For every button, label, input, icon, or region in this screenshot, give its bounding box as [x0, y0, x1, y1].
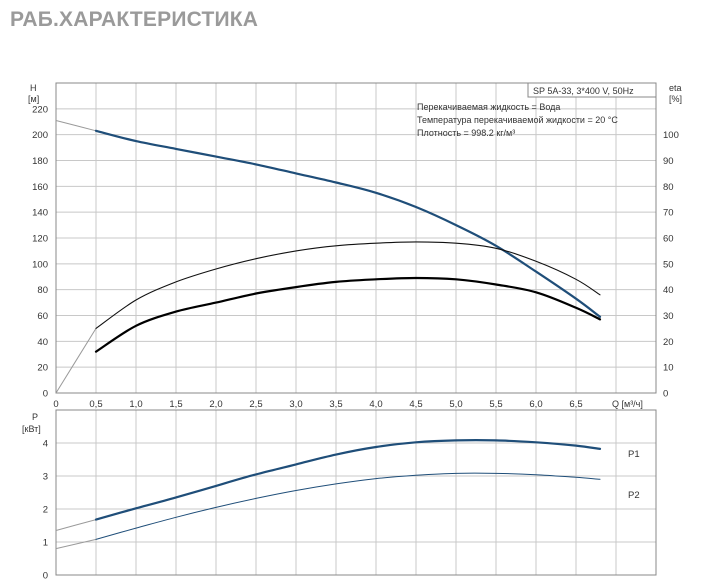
y-tick-label: 120 — [32, 234, 48, 245]
x-tick-label: 6,0 — [529, 399, 542, 410]
eta-curve-thin-line — [95, 241, 601, 329]
top-panel-grid — [56, 82, 656, 393]
page-heading: РАБ.ХАРАКТЕРИСТИКА — [10, 8, 259, 31]
head-curve-extrapolated-line — [55, 120, 97, 132]
eta-tick-label: 60 — [663, 234, 674, 245]
eta-tick-label: 50 — [663, 259, 674, 270]
power-tick-label: 1 — [43, 538, 48, 549]
power-tick-label: 3 — [43, 472, 48, 483]
x-tick-label: 2,0 — [209, 399, 222, 410]
eta-tick-label: 20 — [663, 337, 674, 348]
bottom-panel-frame — [55, 409, 657, 576]
eta-tick-label: 40 — [663, 285, 674, 296]
eta-tick-label: 70 — [663, 208, 674, 219]
legend-label-p1: P1 — [628, 449, 640, 460]
y-tick-label: 140 — [32, 208, 48, 219]
head-axis-label: H — [30, 83, 37, 93]
head-axis-unit: [м] — [28, 94, 39, 104]
power-axis-label: P — [32, 412, 38, 422]
top-panel-series — [55, 120, 602, 394]
y-tick-label: 60 — [37, 311, 48, 322]
bottom-panel-series — [55, 439, 602, 550]
x-tick-label: 1,5 — [169, 399, 182, 410]
eta-axis-label: eta — [669, 83, 682, 93]
y-tick-label: 20 — [37, 363, 48, 374]
y-tick-label: 80 — [37, 285, 48, 296]
eta-tick-label: 90 — [663, 156, 674, 167]
eta-tick-label: 30 — [663, 311, 674, 322]
x-tick-label: 3,0 — [289, 399, 302, 410]
y-tick-label: 100 — [32, 259, 48, 270]
x-tick-label: 5,5 — [489, 399, 502, 410]
info-line-fluid: Перекачиваемая жидкость = Вода — [417, 102, 560, 112]
eta-tick-label: 0 — [663, 389, 668, 400]
p2-curve-line — [95, 472, 601, 540]
y-tick-label: 40 — [37, 337, 48, 348]
eta-tick-label: 10 — [663, 363, 674, 374]
power-tick-label: 0 — [43, 571, 48, 582]
x-tick-label: 4,5 — [409, 399, 422, 410]
info-line-temperature: Температура перекачиваемой жидкости = 20… — [417, 115, 618, 125]
y-tick-label: 160 — [32, 182, 48, 193]
flow-axis-label: Q [м³/ч] — [612, 399, 643, 409]
eta-axis-unit: [%] — [669, 94, 682, 104]
p2-curve-extrapolated-line — [55, 538, 97, 550]
y-tick-label: 200 — [32, 130, 48, 141]
p1-curve-line — [94, 439, 602, 521]
y-tick-label: 220 — [32, 104, 48, 115]
legend-label-p2: P2 — [628, 490, 640, 501]
x-tick-label: 5,0 — [449, 399, 462, 410]
p1-curve-extrapolated-line — [55, 519, 97, 531]
power-tick-label: 2 — [43, 505, 48, 516]
power-tick-label: 4 — [43, 439, 48, 450]
eta-tick-label: 100 — [663, 130, 679, 141]
x-tick-label: 0 — [53, 399, 58, 410]
x-tick-label: 4,0 — [369, 399, 382, 410]
x-tick-label: 3,5 — [329, 399, 342, 410]
x-tick-label: 2,5 — [249, 399, 262, 410]
head-curve-line — [94, 129, 602, 318]
eta-tick-label: 80 — [663, 182, 674, 193]
power-axis-unit: [кВт] — [22, 424, 41, 434]
pump-model-box — [527, 82, 657, 98]
x-tick-label: 6,5 — [569, 399, 582, 410]
eta-curve-thin-extrapolated-line — [55, 328, 97, 394]
info-line-density: Плотность = 998.2 кг/м³ — [417, 128, 515, 138]
x-tick-label: 0,5 — [89, 399, 102, 410]
y-tick-label: 180 — [32, 156, 48, 167]
top-panel-frame — [55, 82, 657, 394]
pump-model-label: SP 5A-33, 3*400 V, 50Hz — [533, 86, 634, 96]
y-tick-label: 0 — [43, 389, 48, 400]
eta-curve-thick-line — [94, 276, 602, 353]
bottom-panel-grid — [56, 410, 656, 575]
tick-labels: 0 0,5 1,0 1,5 2,0 2,5 3,0 3,5 4,0 4,5 5,0 5,5 6,0 6,5… — [32, 104, 679, 581]
x-tick-label: 1,0 — [129, 399, 142, 410]
